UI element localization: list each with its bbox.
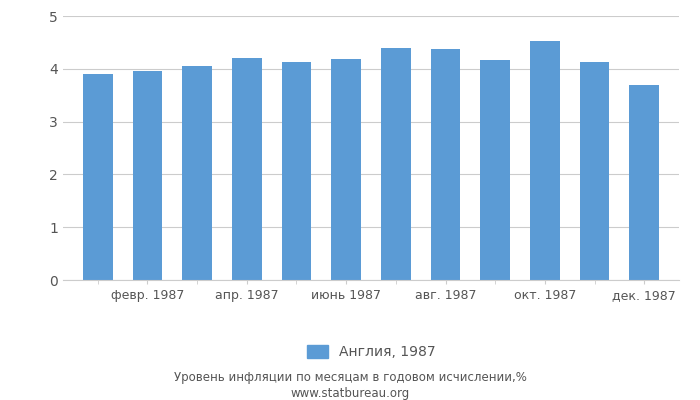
Bar (83, 74, 113, 280)
Text: Уровень инфляции по месяцам в годовом исчислении,%: Уровень инфляции по месяцам в годовом ис… (174, 372, 526, 384)
Bar (629, 85, 659, 280)
Legend: Англия, 1987: Англия, 1987 (301, 340, 441, 365)
Bar (480, 60, 510, 280)
Bar (182, 66, 212, 280)
Bar (430, 49, 461, 280)
Bar (132, 72, 162, 280)
Bar (580, 62, 610, 280)
Bar (381, 48, 411, 280)
Bar (530, 41, 560, 280)
Bar (232, 58, 262, 280)
Bar (331, 59, 361, 280)
Text: www.statbureau.org: www.statbureau.org (290, 388, 410, 400)
Bar (281, 62, 312, 280)
